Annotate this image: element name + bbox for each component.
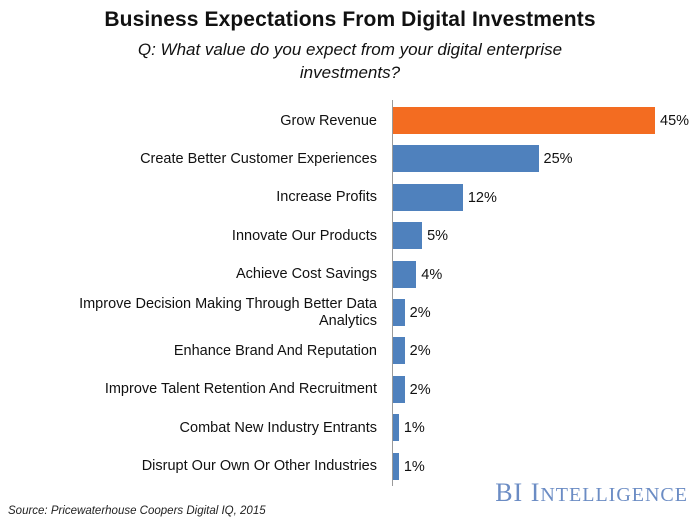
category-label: Improve Talent Retention And Recruitment (104, 381, 377, 398)
value-label: 1% (403, 458, 425, 475)
bar (393, 414, 399, 442)
bar (393, 337, 405, 365)
category-label: Increase Profits (276, 189, 377, 206)
bar-row: Combat New Industry Entrants 1% (0, 409, 700, 447)
brand-logo-first: BI I (495, 478, 541, 507)
bar-row: Create Better Customer Experiences 25% (0, 140, 700, 178)
bar (393, 145, 539, 173)
bar-row: Enhance Brand And Reputation 2% (0, 332, 700, 370)
category-label: Combat New Industry Entrants (179, 419, 377, 436)
value-label: 2% (409, 305, 431, 321)
bar-row: Innovate Our Products 5% (0, 217, 700, 255)
value-label: 5% (427, 228, 449, 245)
bar (393, 222, 423, 250)
bar (393, 107, 655, 134)
bar-row: Increase Profits 12% (0, 179, 700, 217)
bar-row: Improve Talent Retention And Recruitment… (0, 371, 700, 409)
value-label: 4% (421, 266, 443, 283)
value-label: 1% (403, 420, 425, 437)
category-label: Achieve Cost Savings (235, 266, 377, 283)
chart-title: Business Expectations From Digital Inves… (104, 8, 596, 31)
category-label: Improve Decision Making Through Better D… (79, 296, 377, 329)
bar-row: Improve Decision Making Through Better D… (0, 294, 700, 332)
chart-subtitle: Q: What value do you expect from your di… (137, 40, 563, 82)
category-label: Disrupt Our Own Or Other Industries (141, 458, 377, 475)
category-label: Grow Revenue (280, 112, 377, 129)
category-label: Enhance Brand And Reputation (173, 342, 377, 359)
value-label: 2% (409, 381, 431, 398)
value-label: 45% (660, 113, 690, 129)
bar (393, 183, 463, 211)
value-label: 25% (543, 151, 573, 168)
value-label: 2% (409, 343, 431, 360)
bar (393, 375, 405, 403)
bar-row: Disrupt Our Own Or Other Industries 1% (0, 448, 700, 486)
bar-row: Achieve Cost Savings 4% (0, 256, 700, 294)
category-label: Create Better Customer Experiences (140, 150, 377, 167)
source-note: Source: Pricewaterhouse Coopers Digital … (8, 505, 266, 517)
category-axis-line (392, 100, 393, 486)
bar (393, 299, 405, 326)
value-label: 12% (467, 189, 497, 206)
bar (393, 260, 417, 288)
bar-row: Grow Revenue 45% (0, 102, 700, 140)
bar (393, 452, 399, 480)
brand-logo: BI INTELLIGENCE (495, 478, 688, 508)
category-label: Innovate Our Products (231, 227, 377, 244)
brand-logo-rest: NTELLIGENCE (540, 484, 688, 506)
